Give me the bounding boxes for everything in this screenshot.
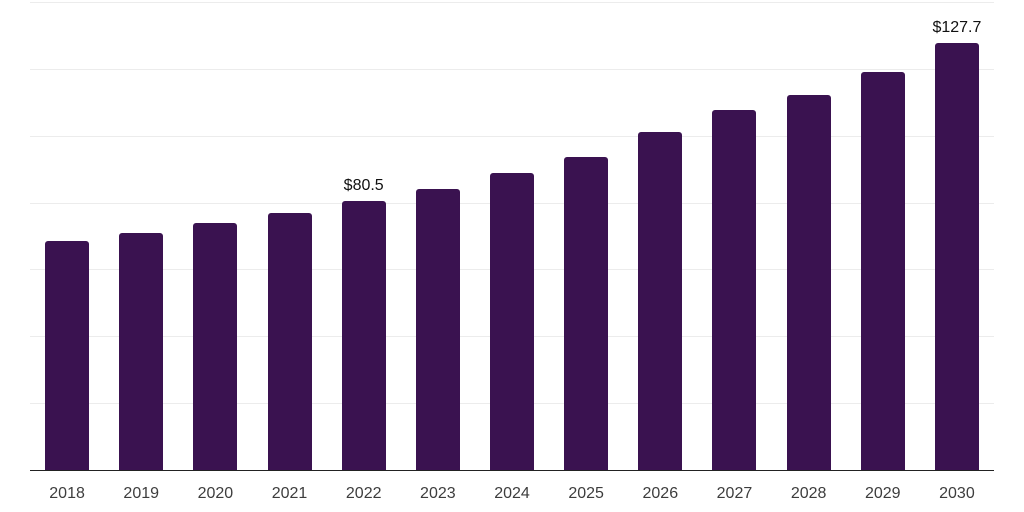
gridline-120 bbox=[30, 68, 994, 70]
x-tick-2023: 2023 bbox=[420, 485, 456, 502]
bar-2018 bbox=[45, 241, 90, 470]
bar-2019 bbox=[119, 232, 164, 470]
x-tick-2029: 2029 bbox=[864, 485, 901, 502]
x-tick-2027: 2027 bbox=[716, 485, 753, 502]
bar-2022 bbox=[341, 200, 386, 470]
bar-2026 bbox=[638, 132, 683, 470]
gridline-100 bbox=[30, 135, 994, 137]
x-tick-2028: 2028 bbox=[790, 485, 827, 502]
bar-2027 bbox=[712, 109, 757, 470]
x-tick-2019: 2019 bbox=[123, 485, 160, 502]
bar-2025 bbox=[564, 157, 609, 470]
x-tick-2022: 2022 bbox=[345, 485, 382, 502]
x-tick-2018: 2018 bbox=[49, 485, 85, 502]
bar-2029 bbox=[860, 71, 905, 470]
x-tick-2030: 2030 bbox=[939, 485, 975, 502]
x-axis-line bbox=[30, 469, 994, 471]
bar-2021 bbox=[267, 212, 312, 470]
data-label-2030: $127.7 bbox=[932, 19, 982, 37]
x-tick-2020: 2020 bbox=[197, 485, 234, 502]
bar-2024 bbox=[490, 173, 534, 470]
bar-2023 bbox=[415, 188, 460, 470]
bar-2020 bbox=[193, 222, 238, 470]
gridline-140 bbox=[30, 2, 994, 3]
x-tick-2026: 2026 bbox=[642, 485, 679, 502]
x-tick-2024: 2024 bbox=[494, 485, 530, 502]
x-tick-2025: 2025 bbox=[568, 485, 604, 502]
data-label-2022: $80.5 bbox=[343, 176, 384, 194]
x-tick-2021: 2021 bbox=[271, 485, 308, 502]
bar-2028 bbox=[786, 94, 831, 470]
bar-2030 bbox=[934, 43, 979, 470]
